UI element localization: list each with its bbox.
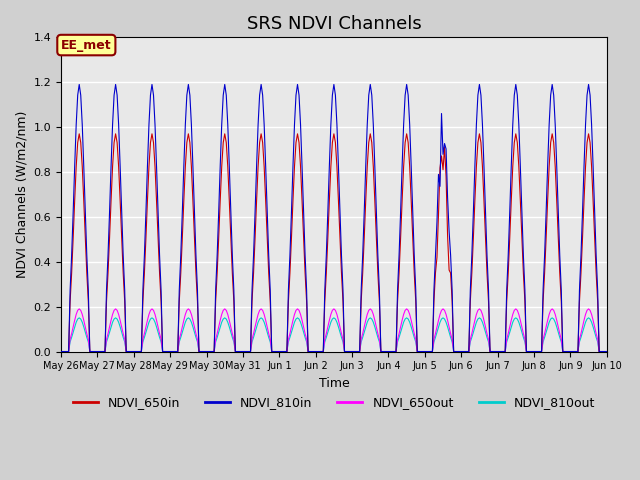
Y-axis label: NDVI Channels (W/m2/nm): NDVI Channels (W/m2/nm) (15, 111, 28, 278)
Legend: NDVI_650in, NDVI_810in, NDVI_650out, NDVI_810out: NDVI_650in, NDVI_810in, NDVI_650out, NDV… (68, 391, 600, 414)
Text: EE_met: EE_met (61, 38, 111, 51)
X-axis label: Time: Time (319, 377, 349, 390)
Title: SRS NDVI Channels: SRS NDVI Channels (246, 15, 421, 33)
